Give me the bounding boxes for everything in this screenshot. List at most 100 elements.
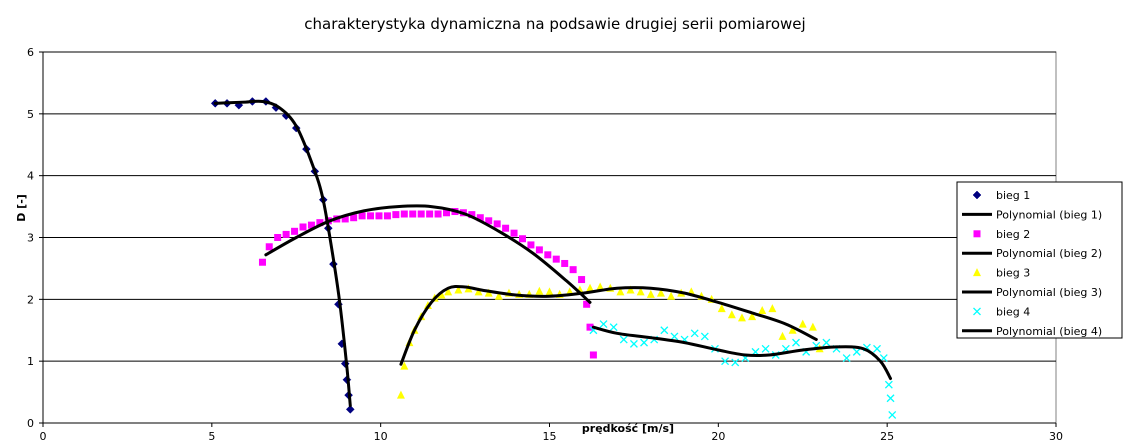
trendline-Polynomial-bieg-2-	[264, 204, 592, 304]
point-bieg-2	[341, 215, 349, 223]
point-bieg-3	[596, 282, 605, 291]
point-bieg-2	[265, 243, 273, 251]
x-tick-label: 15	[543, 430, 557, 443]
point-bieg-3	[778, 331, 787, 340]
x-tick-label: 10	[374, 430, 388, 443]
point-bieg-2	[400, 210, 408, 218]
point-bieg-4	[888, 411, 897, 419]
legend-swatch	[973, 268, 981, 277]
point-bieg-2	[299, 223, 307, 231]
y-axis-label: D [-]	[15, 194, 28, 222]
point-bieg-2	[358, 212, 366, 220]
point-bieg-3	[727, 310, 736, 319]
x-axis-label: prędkość [m/s]	[582, 422, 674, 435]
trendline-Polynomial-bieg-3-	[399, 285, 818, 366]
legend-entry: bieg 4	[996, 305, 1030, 318]
y-tick-label: 1	[27, 355, 34, 368]
point-bieg-3	[454, 285, 463, 294]
point-bieg-3	[586, 283, 595, 292]
point-bieg-2	[544, 251, 552, 259]
point-bieg-4	[884, 380, 893, 389]
legend: bieg 1 Polynomial (bieg 1) bieg 2 Polynomia…	[956, 181, 1123, 339]
point-bieg-4	[873, 344, 881, 353]
point-bieg-4	[792, 338, 800, 347]
point-bieg-2	[527, 241, 535, 249]
legend-entry: Polynomial (bieg 4)	[996, 325, 1102, 338]
point-bieg-4	[761, 344, 770, 353]
point-bieg-3	[768, 304, 777, 313]
x-tick-label: 5	[208, 430, 215, 443]
point-bieg-4	[609, 323, 618, 332]
point-bieg-2	[258, 258, 266, 266]
point-bieg-2	[274, 234, 282, 241]
legend-entry: Polynomial (bieg 1)	[996, 208, 1102, 221]
point-bieg-2	[578, 276, 586, 284]
point-bieg-3	[748, 312, 757, 321]
point-bieg-3	[758, 305, 767, 314]
point-bieg-2	[291, 227, 299, 235]
point-bieg-2	[569, 266, 577, 274]
x-tick-label: 30	[1049, 430, 1063, 443]
point-bieg-2	[510, 229, 518, 237]
point-bieg-2	[307, 221, 315, 229]
point-bieg-4	[721, 357, 730, 366]
point-bieg-4	[842, 354, 851, 363]
point-bieg-3	[717, 304, 726, 313]
point-bieg-4	[886, 394, 895, 403]
point-bieg-2	[535, 246, 543, 254]
legend-swatch	[972, 190, 982, 200]
legend-entry: bieg 1	[996, 189, 1030, 202]
point-bieg-2	[589, 351, 597, 359]
point-bieg-4	[599, 320, 608, 329]
point-bieg-2	[502, 224, 510, 232]
point-bieg-2	[518, 235, 526, 243]
point-bieg-3	[636, 287, 645, 296]
point-bieg-3	[474, 287, 483, 296]
legend-entry: Polynomial (bieg 3)	[996, 286, 1102, 299]
y-tick-label: 0	[27, 417, 34, 430]
point-bieg-3	[616, 287, 625, 296]
point-bieg-3	[545, 287, 554, 296]
point-bieg-4	[670, 332, 679, 341]
point-bieg-2	[493, 220, 501, 228]
point-bieg-2	[417, 210, 425, 218]
point-bieg-3	[737, 313, 746, 322]
x-tick-label: 0	[40, 430, 47, 443]
point-bieg-2	[367, 212, 375, 220]
point-bieg-4	[822, 338, 831, 347]
point-bieg-3	[396, 390, 405, 399]
legend-box	[956, 181, 1123, 339]
x-tick-label: 25	[880, 430, 894, 443]
chart-title: charakterystyka dynamiczna na podsawie d…	[304, 15, 805, 33]
point-bieg-2	[476, 214, 484, 222]
point-bieg-4	[629, 339, 638, 348]
point-bieg-3	[626, 285, 635, 294]
point-bieg-4	[852, 347, 861, 356]
point-bieg-4	[731, 358, 740, 367]
point-bieg-3	[400, 361, 409, 370]
point-bieg-2	[485, 217, 493, 225]
point-bieg-2	[383, 212, 391, 220]
point-bieg-2	[583, 300, 591, 308]
point-bieg-4	[640, 338, 649, 347]
point-bieg-2	[443, 209, 451, 217]
point-bieg-2	[316, 219, 324, 227]
series-layer	[210, 97, 897, 419]
legend-entry: bieg 2	[996, 228, 1030, 241]
point-bieg-3	[444, 287, 453, 296]
point-bieg-2	[282, 230, 290, 238]
y-tick-label: 6	[27, 46, 34, 59]
point-bieg-2	[552, 255, 560, 263]
point-bieg-4	[660, 326, 669, 335]
series-bieg-2	[258, 208, 597, 359]
y-tick-label: 4	[27, 170, 34, 183]
point-bieg-3	[798, 319, 807, 328]
legend-entry: Polynomial (bieg 2)	[996, 247, 1102, 260]
trendline-Polynomial-bieg-4-	[591, 325, 892, 380]
point-bieg-2	[468, 211, 476, 219]
trendline-Polynomial-bieg-1-	[213, 99, 352, 408]
legend-swatch	[973, 230, 981, 238]
point-bieg-2	[375, 212, 383, 220]
point-bieg-1	[345, 405, 355, 414]
